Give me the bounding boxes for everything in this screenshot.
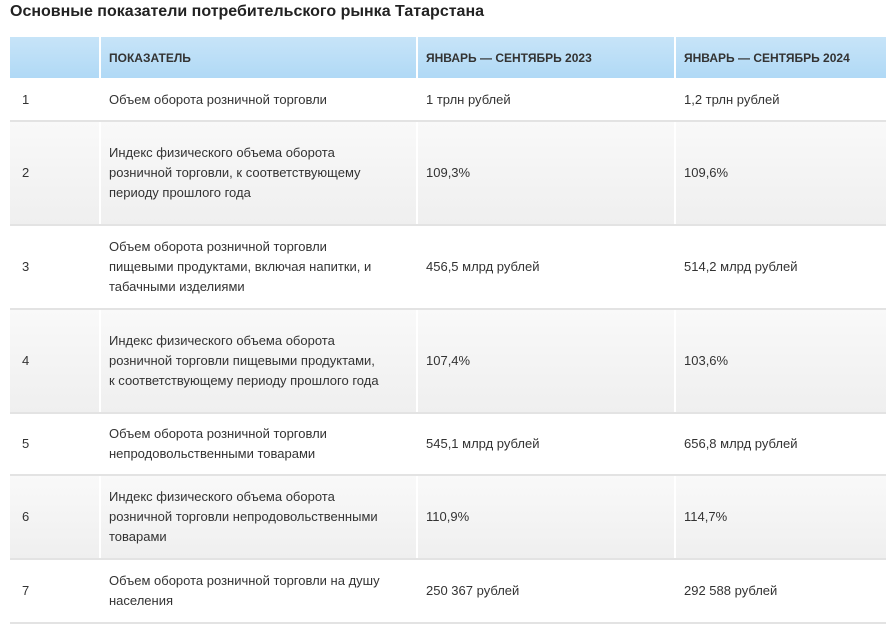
table-row: 3 Объем оборота розничной торговли пищев… — [10, 225, 886, 310]
row-number: 5 — [10, 413, 101, 476]
row-value-2024: 114,7% — [675, 475, 886, 560]
table-row: 4 Индекс физического объема оборота розн… — [10, 309, 886, 414]
row-number: 7 — [10, 559, 101, 624]
row-indicator: Объем оборота розничной торговли непродо… — [100, 413, 418, 476]
row-indicator: Объем оборота розничной торговли на душу… — [100, 559, 418, 624]
row-number: 1 — [10, 79, 101, 122]
header-2023: ЯНВАРЬ — СЕНТЯБРЬ 2023 — [417, 37, 676, 80]
row-value-2023: 110,9% — [417, 475, 676, 560]
table-row: 7 Объем оборота розничной торговли на ду… — [10, 559, 886, 624]
row-value-2023: 107,4% — [417, 309, 676, 414]
row-value-2024: 656,8 млрд рублей — [675, 413, 886, 476]
header-number — [10, 37, 101, 80]
table-row: 2 Индекс физического объема оборота розн… — [10, 121, 886, 226]
row-value-2024: 514,2 млрд рублей — [675, 225, 886, 310]
row-number: 4 — [10, 309, 101, 414]
header-row: ПОКАЗАТЕЛЬ ЯНВАРЬ — СЕНТЯБРЬ 2023 ЯНВАРЬ… — [10, 37, 886, 80]
row-indicator: Индекс физического объема оборота рознич… — [100, 121, 418, 226]
row-indicator: Индекс физического объема оборота рознич… — [100, 309, 418, 414]
row-number: 3 — [10, 225, 101, 310]
header-indicator: ПОКАЗАТЕЛЬ — [100, 37, 418, 80]
row-indicator: Объем оборота розничной торговли — [100, 79, 418, 122]
table-row: 5 Объем оборота розничной торговли непро… — [10, 413, 886, 476]
row-value-2023: 250 367 рублей — [417, 559, 676, 624]
table-row: 1 Объем оборота розничной торговли 1 трл… — [10, 79, 886, 122]
row-value-2024: 292 588 рублей — [675, 559, 886, 624]
row-indicator: Индекс физического объема оборота рознич… — [100, 475, 418, 560]
header-2024: ЯНВАРЬ — СЕНТЯБРЬ 2024 — [675, 37, 886, 80]
indicators-table: ПОКАЗАТЕЛЬ ЯНВАРЬ — СЕНТЯБРЬ 2023 ЯНВАРЬ… — [10, 37, 886, 624]
row-number: 6 — [10, 475, 101, 560]
row-value-2024: 109,6% — [675, 121, 886, 226]
page-title: Основные показатели потребительского рын… — [10, 3, 485, 20]
row-value-2023: 1 трлн рублей — [417, 79, 676, 122]
row-indicator: Объем оборота розничной торговли пищевым… — [100, 225, 418, 310]
table-header: ПОКАЗАТЕЛЬ ЯНВАРЬ — СЕНТЯБРЬ 2023 ЯНВАРЬ… — [10, 37, 886, 80]
row-value-2024: 1,2 трлн рублей — [675, 79, 886, 122]
row-value-2023: 545,1 млрд рублей — [417, 413, 676, 476]
table-row: 6 Индекс физического объема оборота розн… — [10, 475, 886, 560]
row-number: 2 — [10, 121, 101, 226]
row-value-2023: 109,3% — [417, 121, 676, 226]
row-value-2024: 103,6% — [675, 309, 886, 414]
row-value-2023: 456,5 млрд рублей — [417, 225, 676, 310]
